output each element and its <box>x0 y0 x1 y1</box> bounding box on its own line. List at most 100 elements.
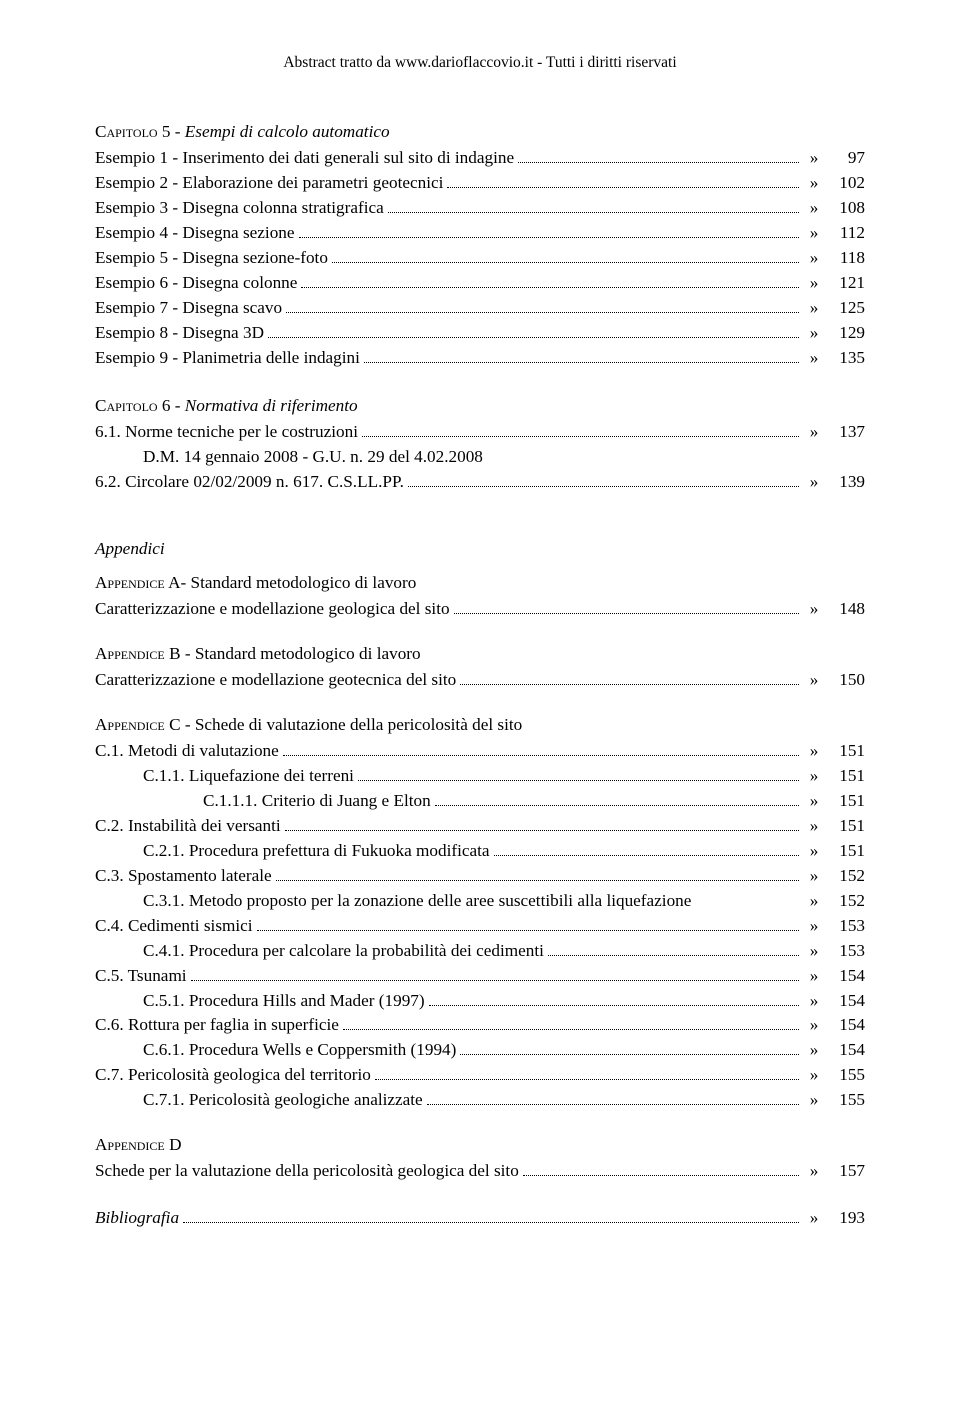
toc-page-number: 152 <box>825 864 865 889</box>
appendix-c-toc: C.1. Metodi di valutazione»151C.1.1. Liq… <box>95 739 865 1113</box>
document-page: Abstract tratto da www.darioflaccovio.it… <box>0 0 960 1301</box>
toc-quote-mark: » <box>803 1013 825 1038</box>
toc-page-number: 102 <box>825 171 865 196</box>
toc-page-number: 148 <box>825 597 865 622</box>
toc-page-number: 157 <box>825 1159 865 1184</box>
toc-quote-mark: » <box>803 470 825 495</box>
toc-label: C.6.1. Procedura Wells e Coppersmith (19… <box>143 1038 456 1063</box>
toc-page-number: 154 <box>825 1038 865 1063</box>
chapter-number: 5 - <box>162 122 185 141</box>
toc-label: Esempio 9 - Planimetria delle indagini <box>95 346 360 371</box>
toc-leader-dots <box>375 1079 799 1080</box>
toc-page-number: 153 <box>825 914 865 939</box>
toc-quote-mark: » <box>803 321 825 346</box>
toc-quote-mark: » <box>803 914 825 939</box>
toc-leader-dots <box>364 362 799 363</box>
toc-page-number: 151 <box>825 839 865 864</box>
toc-entry: Esempio 9 - Planimetria delle indagini»1… <box>95 346 865 371</box>
toc-label: Esempio 3 - Disegna colonna stratigrafic… <box>95 196 384 221</box>
toc-page-number: 97 <box>825 146 865 171</box>
toc-quote-mark: » <box>803 246 825 271</box>
toc-leader-dots <box>388 212 799 213</box>
chapter-5-toc: Esempio 1 - Inserimento dei dati general… <box>95 146 865 370</box>
toc-label: C.4.1. Procedura per calcolare la probab… <box>143 939 544 964</box>
toc-label: C.3.1. Metodo proposto per la zonazione … <box>143 889 691 914</box>
appendix-d-title: Appendice D <box>95 1135 865 1155</box>
toc-label: C.3. Spostamento laterale <box>95 864 272 889</box>
toc-entry: Esempio 1 - Inserimento dei dati general… <box>95 146 865 171</box>
toc-label: 6.2. Circolare 02/02/2009 n. 617. C.S.LL… <box>95 470 404 495</box>
toc-quote-mark: » <box>803 221 825 246</box>
appendix-prefix: Appendice <box>95 715 165 734</box>
toc-page-number: 151 <box>825 764 865 789</box>
toc-page-number: 155 <box>825 1063 865 1088</box>
toc-page-number: 150 <box>825 668 865 693</box>
toc-entry: Esempio 6 - Disegna colonne»121 <box>95 271 865 296</box>
toc-entry: 6.2. Circolare 02/02/2009 n. 617. C.S.LL… <box>95 470 865 495</box>
toc-leader-dots <box>358 780 799 781</box>
toc-entry: C.1. Metodi di valutazione»151 <box>95 739 865 764</box>
toc-entry: Caratterizzazione e modellazione geotecn… <box>95 668 865 693</box>
toc-entry: Esempio 5 - Disegna sezione-foto»118 <box>95 246 865 271</box>
toc-entry: Caratterizzazione e modellazione geologi… <box>95 597 865 622</box>
toc-page-number: 151 <box>825 739 865 764</box>
toc-page-number: 118 <box>825 246 865 271</box>
toc-page-number: 154 <box>825 989 865 1014</box>
toc-entry: C.6.1. Procedura Wells e Coppersmith (19… <box>95 1038 865 1063</box>
toc-page-number: 193 <box>825 1206 865 1231</box>
toc-leader-dots <box>299 237 799 238</box>
toc-entry: C.2.1. Procedura prefettura di Fukuoka m… <box>95 839 865 864</box>
toc-quote-mark: » <box>803 1159 825 1184</box>
toc-page-number: 108 <box>825 196 865 221</box>
toc-leader-dots <box>548 955 799 956</box>
toc-leader-dots <box>408 486 799 487</box>
toc-page-number: 152 <box>825 889 865 914</box>
chapter-6-toc: 6.1. Norme tecniche per le costruzioni»1… <box>95 420 865 495</box>
toc-entry: C.4. Cedimenti sismici »153 <box>95 914 865 939</box>
toc-page-number: 139 <box>825 470 865 495</box>
chapter-6-title: Capitolo 6 - Normativa di riferimento <box>95 396 865 416</box>
toc-quote-mark: » <box>803 346 825 371</box>
toc-label: Caratterizzazione e modellazione geotecn… <box>95 668 456 693</box>
toc-entry: C.5.1. Procedura Hills and Mader (1997)»… <box>95 989 865 1014</box>
toc-quote-mark: » <box>803 171 825 196</box>
toc-quote-mark: » <box>803 789 825 814</box>
toc-label: C.1.1. Liquefazione dei terreni <box>143 764 354 789</box>
toc-label: Esempio 7 - Disegna scavo <box>95 296 282 321</box>
toc-leader-dots <box>523 1175 799 1176</box>
toc-page-number: 154 <box>825 964 865 989</box>
toc-label: Schede per la valutazione della pericolo… <box>95 1159 519 1184</box>
toc-leader-dots <box>518 162 799 163</box>
toc-entry: C.7.1. Pericolosità geologiche analizzat… <box>95 1088 865 1113</box>
chapter-title-text: Esempi di calcolo automatico <box>185 122 390 141</box>
toc-quote-mark: » <box>803 964 825 989</box>
toc-quote-mark: » <box>803 1206 825 1231</box>
appendix-prefix: Appendice <box>95 644 165 663</box>
toc-entry: C.1.1. Liquefazione dei terreni»151 <box>95 764 865 789</box>
header-note: Abstract tratto da www.darioflaccovio.it… <box>95 54 865 72</box>
toc-leader-dots <box>343 1029 799 1030</box>
toc-leader-dots <box>191 980 799 981</box>
toc-entry: Esempio 2 - Elaborazione dei parametri g… <box>95 171 865 196</box>
toc-quote-mark: » <box>803 296 825 321</box>
toc-page-number: 155 <box>825 1088 865 1113</box>
toc-leader-dots <box>460 1054 799 1055</box>
toc-continuation: D.M. 14 gennaio 2008 - G.U. n. 29 del 4.… <box>95 445 865 470</box>
toc-page-number: 153 <box>825 939 865 964</box>
chapter-title-text: Normativa di riferimento <box>185 396 358 415</box>
toc-page-number: 151 <box>825 814 865 839</box>
toc-entry: C.2. Instabilità dei versanti»151 <box>95 814 865 839</box>
toc-quote-mark: » <box>803 1088 825 1113</box>
toc-label: C.7.1. Pericolosità geologiche analizzat… <box>143 1088 423 1113</box>
toc-label: C.4. Cedimenti sismici <box>95 914 253 939</box>
toc-label: C.5. Tsunami <box>95 964 187 989</box>
toc-quote-mark: » <box>803 939 825 964</box>
toc-quote-mark: » <box>803 668 825 693</box>
toc-quote-mark: » <box>803 889 825 914</box>
toc-quote-mark: » <box>803 196 825 221</box>
toc-leader-dots <box>447 187 799 188</box>
toc-leader-dots <box>454 613 799 614</box>
toc-label: C.1.1.1. Criterio di Juang e Elton <box>203 789 431 814</box>
toc-quote-mark: » <box>803 146 825 171</box>
toc-leader-dots <box>429 1005 799 1006</box>
